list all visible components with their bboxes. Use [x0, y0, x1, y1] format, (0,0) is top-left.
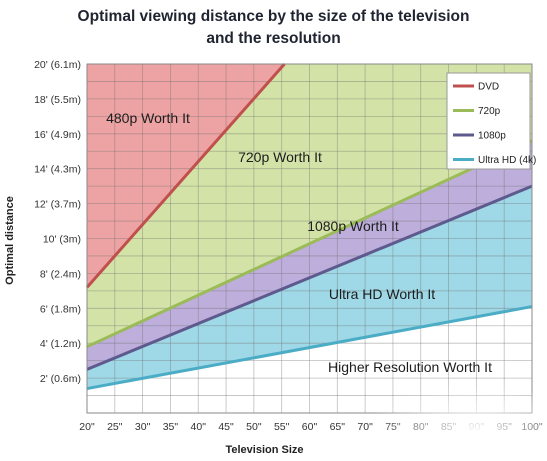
x-tick-label: 90" [469, 421, 485, 433]
x-tick-label: 20" [79, 421, 95, 433]
x-tick-label: 95" [496, 421, 512, 433]
series-line-ultra-hd-4k [86, 305, 533, 391]
x-tick-label: 60" [302, 421, 318, 433]
x-tick-label: 45" [218, 421, 234, 433]
legend-entry: Ultra HD (4k) [478, 155, 536, 166]
y-tick-label: 8' (2.4m) [40, 268, 81, 280]
y-tick-label: 10' (3m) [43, 234, 81, 246]
region-label-2: 720p Worth It [238, 149, 322, 165]
chart-title: Optimal viewing distance by the size of … [0, 6, 547, 50]
x-tick-label: 50" [246, 421, 262, 433]
series-line-dvd [85, 63, 286, 289]
x-axis-label: Television Size [225, 444, 303, 456]
chart-title-line-1: Optimal viewing distance by the size of … [77, 8, 470, 25]
y-tick-label: 14' (4.3m) [34, 164, 81, 176]
x-tick-label: 70" [357, 421, 373, 433]
series-line-1080p [86, 184, 533, 371]
legend-entry: DVD [478, 82, 499, 93]
x-tick-label: 65" [330, 421, 346, 433]
region-label-3: 1080p Worth It [307, 218, 399, 234]
series-line-720p [86, 139, 533, 349]
x-tick-label: 85" [441, 421, 457, 433]
y-tick-label: 2' (0.6m) [40, 373, 81, 385]
region-ultra-hd [87, 186, 532, 389]
y-tick-label: 20' (6.1m) [34, 59, 81, 71]
y-tick-label: 12' (3.7m) [34, 199, 81, 211]
region-1080p [87, 140, 532, 370]
x-tick-label: 55" [274, 421, 290, 433]
x-tick-label: 25" [107, 421, 123, 433]
y-tick-label: 4' (1.2m) [40, 338, 81, 350]
chart-title-line-2: and the resolution [206, 30, 341, 47]
legend-entry: 720p [478, 106, 501, 117]
region-720p [87, 64, 532, 347]
legend-box [446, 72, 531, 170]
plot-border [86, 63, 533, 414]
legend-entry: 1080p [478, 131, 506, 142]
region-label-4: Ultra HD Worth It [329, 286, 435, 302]
x-tick-label: 100" [521, 421, 543, 433]
x-tick-label: 30" [135, 421, 151, 433]
x-tick-label: 40" [191, 421, 207, 433]
y-tick-label: 6' (1.8m) [40, 303, 81, 315]
x-tick-label: 35" [163, 421, 179, 433]
region-label-5: Higher Resolution Worth It [328, 359, 492, 375]
y-tick-label: 18' (5.5m) [34, 94, 81, 106]
x-tick-label: 75" [385, 421, 401, 433]
y-tick-label: 16' (4.9m) [34, 129, 81, 141]
y-axis-label: Optimal distance [4, 196, 16, 285]
region-label-1: 480p Worth It [106, 110, 190, 126]
x-tick-label: 80" [413, 421, 429, 433]
